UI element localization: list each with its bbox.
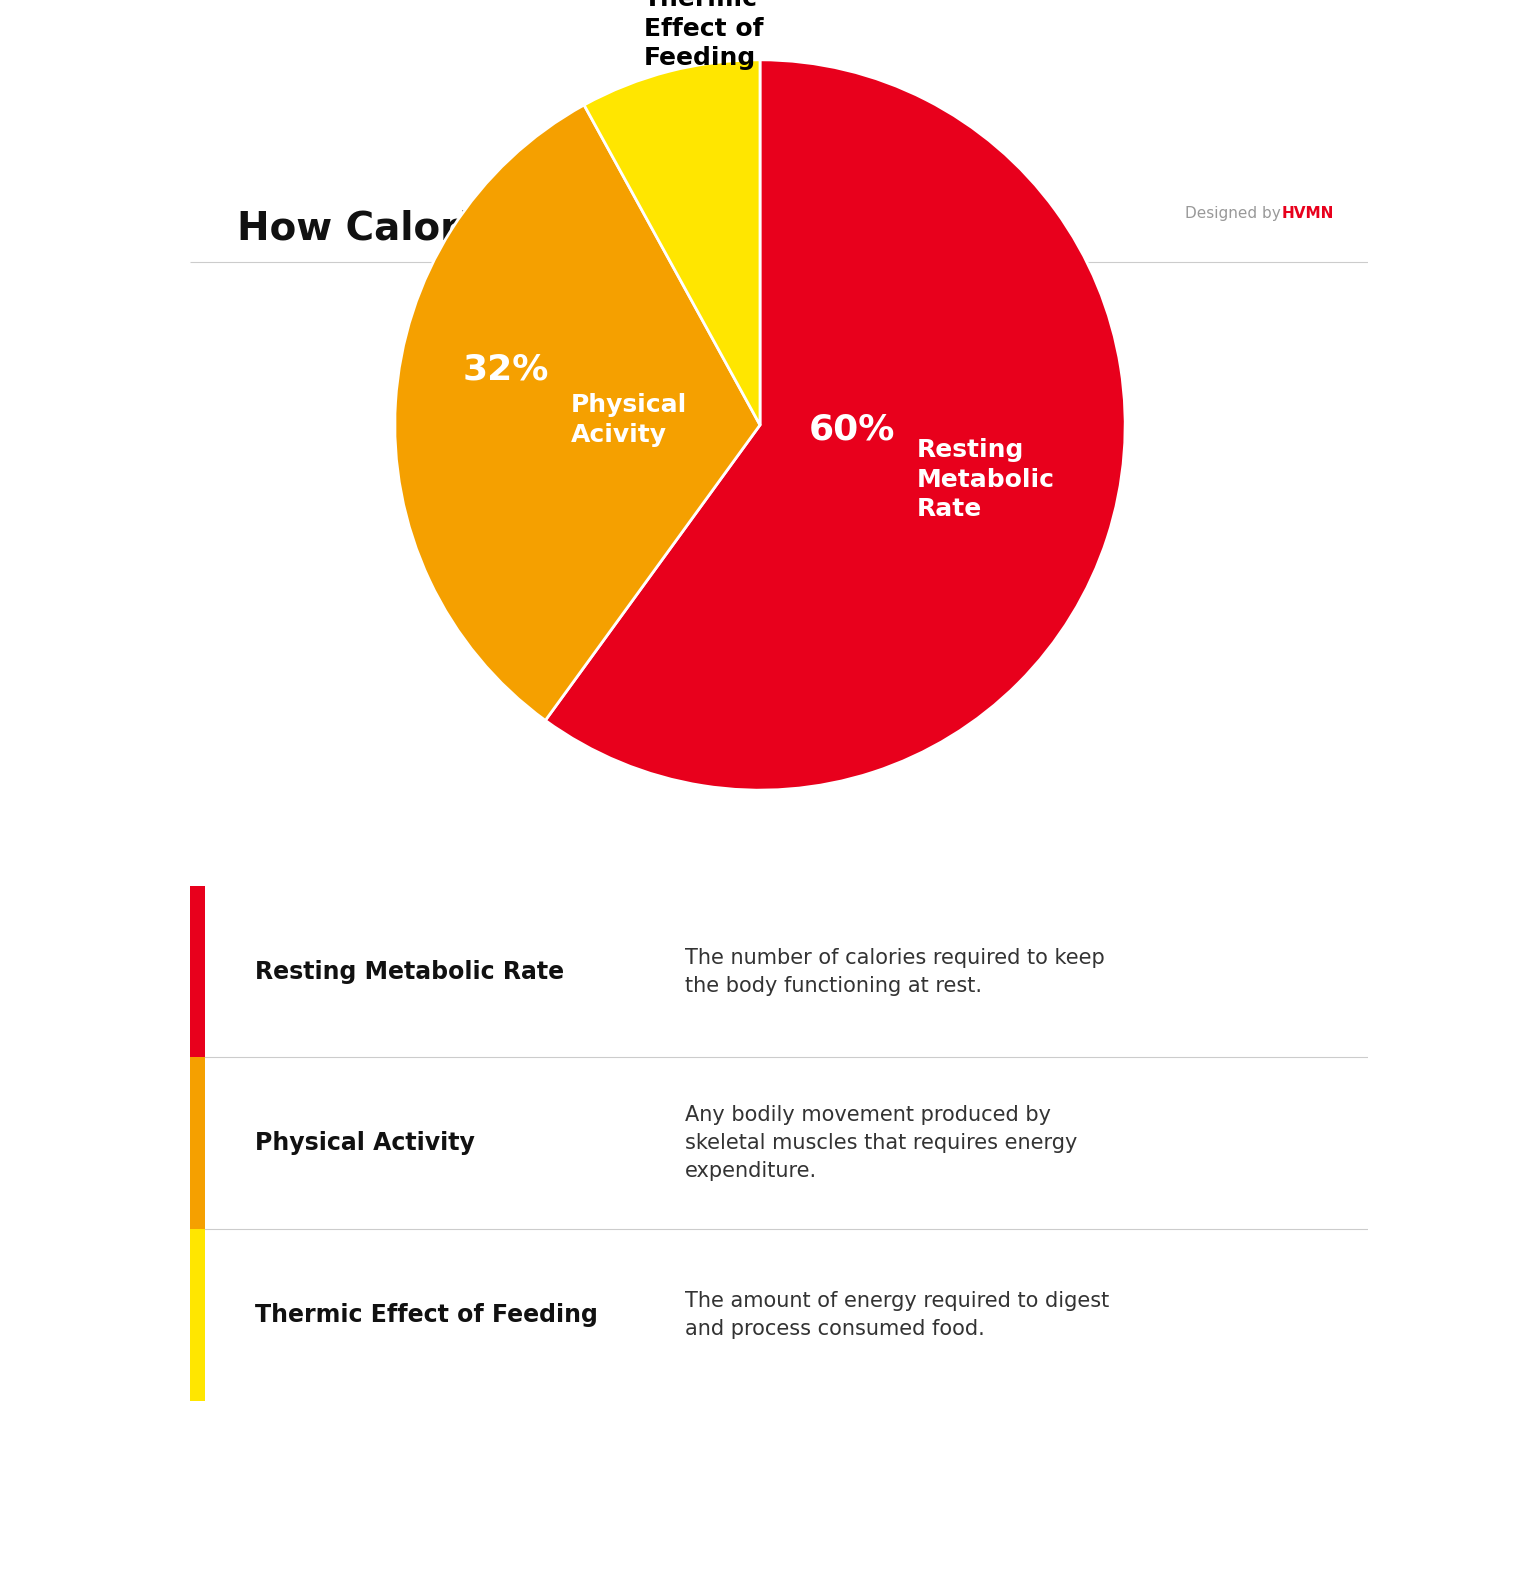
Text: Designed by: Designed by <box>1186 206 1286 222</box>
Text: Physical
Acivity: Physical Acivity <box>570 394 687 447</box>
Bar <box>190 886 205 1058</box>
Text: Resting Metabolic Rate: Resting Metabolic Rate <box>255 960 564 984</box>
Text: Any bodily movement produced by
skeletal muscles that requires energy
expenditur: Any bodily movement produced by skeletal… <box>684 1105 1078 1182</box>
Text: Thermic Effect of Feeding: Thermic Effect of Feeding <box>255 1303 597 1327</box>
Bar <box>190 1229 205 1401</box>
Text: Thermic
Effect of
Feeding: Thermic Effect of Feeding <box>644 0 763 71</box>
Bar <box>190 1058 205 1229</box>
Text: Physical Activity: Physical Activity <box>255 1132 474 1155</box>
Text: The number of calories required to keep
the body functioning at rest.: The number of calories required to keep … <box>684 948 1105 996</box>
Wedge shape <box>395 105 760 721</box>
Text: 32%: 32% <box>462 353 549 387</box>
Wedge shape <box>546 60 1125 790</box>
Text: HVMN: HVMN <box>1281 206 1335 222</box>
Wedge shape <box>584 60 760 425</box>
Text: How Calories are Used by the Body: How Calories are Used by the Body <box>237 209 1006 247</box>
Text: 60%: 60% <box>809 412 895 447</box>
Text: The amount of energy required to digest
and process consumed food.: The amount of energy required to digest … <box>684 1291 1110 1339</box>
Text: Resting
Metabolic
Rate: Resting Metabolic Rate <box>917 438 1055 521</box>
